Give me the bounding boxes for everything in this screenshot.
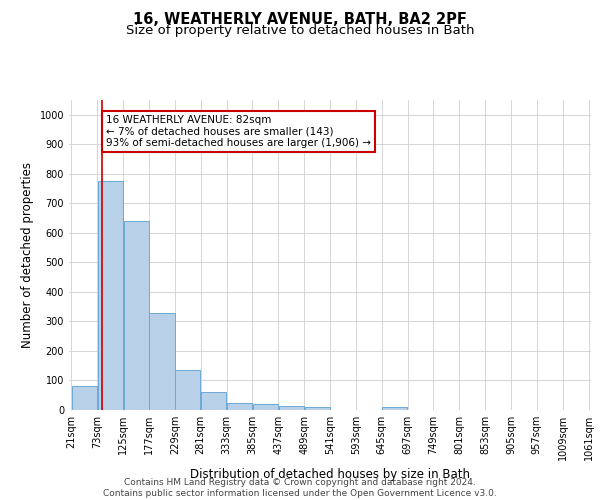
X-axis label: Distribution of detached houses by size in Bath: Distribution of detached houses by size … [190, 468, 470, 481]
Bar [98, 181, 123, 410]
Bar [149, 312, 175, 410]
Bar [305, 407, 329, 410]
Bar [382, 407, 407, 410]
Bar [253, 404, 278, 410]
Y-axis label: Number of detached properties: Number of detached properties [21, 162, 34, 348]
Bar [124, 221, 149, 410]
Bar [278, 406, 304, 410]
Bar [201, 392, 226, 410]
Bar [227, 402, 252, 410]
Text: 16 WEATHERLY AVENUE: 82sqm
← 7% of detached houses are smaller (143)
93% of semi: 16 WEATHERLY AVENUE: 82sqm ← 7% of detac… [106, 115, 371, 148]
Text: Size of property relative to detached houses in Bath: Size of property relative to detached ho… [126, 24, 474, 37]
Text: 16, WEATHERLY AVENUE, BATH, BA2 2PF: 16, WEATHERLY AVENUE, BATH, BA2 2PF [133, 12, 467, 28]
Bar [72, 386, 97, 410]
Bar [175, 370, 200, 410]
Text: Contains HM Land Registry data © Crown copyright and database right 2024.
Contai: Contains HM Land Registry data © Crown c… [103, 478, 497, 498]
